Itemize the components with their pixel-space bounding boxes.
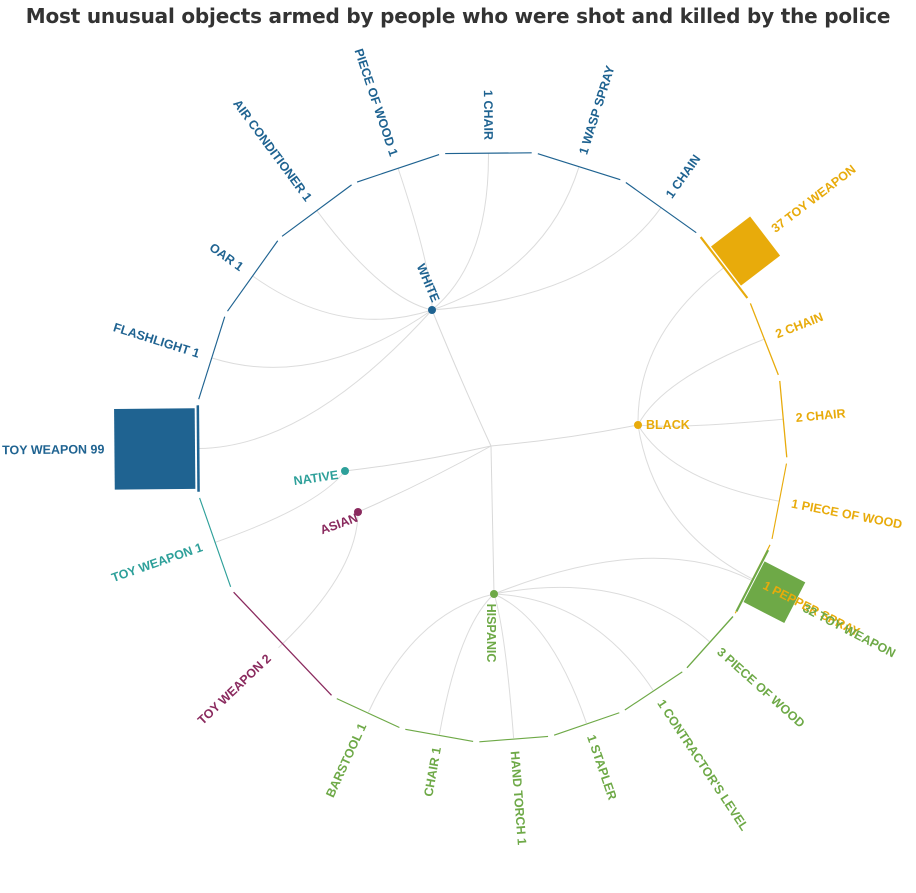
node-black-chair-link <box>637 418 783 427</box>
node-white-toy-weapon-arc <box>196 405 200 492</box>
node-black-chain-link <box>637 338 765 426</box>
node-white-toy-weapon-bar-group <box>114 408 196 490</box>
node-hispanic-stapler-label: 1 STAPLER <box>584 733 619 802</box>
node-hispanic-toy-weapon-arc <box>735 549 770 612</box>
node-white-piece-of-wood-link <box>397 167 433 311</box>
node-white-oar-link <box>252 275 433 320</box>
root-link-asian <box>357 445 492 513</box>
group-label-black: BLACK <box>646 418 690 432</box>
node-hispanic-chair-arc <box>405 728 474 743</box>
node-black-chair-arc <box>779 380 788 458</box>
node-hispanic-contractor-s-level-label: 1 CONTRACTOR'S LEVEL <box>654 697 751 833</box>
node-native-toy-weapon-label: TOY WEAPON 1 <box>110 540 205 585</box>
hub-hispanic <box>490 590 498 598</box>
node-white-air-conditioner-label: AIR CONDITIONER 1 <box>230 97 314 204</box>
node-hispanic-toy-weapon-link <box>493 557 752 595</box>
node-white-flashlight-label: FLASHLIGHT 1 <box>112 320 202 360</box>
node-black-toy-weapon-bar <box>711 216 781 286</box>
node-white-piece-of-wood-arc <box>356 154 440 183</box>
node-black-chain-arc <box>749 303 779 376</box>
node-black-chain-label: 2 CHAIN <box>773 310 825 341</box>
hub-black <box>634 421 642 429</box>
node-black-toy-weapon-label: 37 TOY WEAPON <box>769 162 859 235</box>
node-black-piece-of-wood-link <box>637 424 779 502</box>
node-white-chair-label: 1 CHAIR <box>481 90 495 140</box>
node-asian-toy-weapon-label: TOY WEAPON 2 <box>195 652 274 728</box>
group-label-hispanic: HISPANIC <box>484 604 498 663</box>
node-white-air-conditioner-link <box>316 210 433 311</box>
node-white-toy-weapon-link <box>198 309 433 450</box>
node-hispanic-chair-link <box>438 593 495 735</box>
node-hispanic-piece-of-wood-link <box>493 586 710 642</box>
node-native-toy-weapon-arc <box>199 497 232 587</box>
node-black-piece-of-wood-label: 1 PIECE OF WOOD <box>790 497 903 532</box>
node-black-toy-weapon-link <box>637 267 724 426</box>
hub-native <box>341 467 349 475</box>
node-white-oar-arc <box>227 240 279 312</box>
node-white-wasp-spray-arc <box>537 153 621 181</box>
node-hispanic-contractor-s-level-link <box>493 593 654 691</box>
node-white-chain-label: 1 CHAIN <box>663 152 703 201</box>
node-black-piece-of-wood-arc <box>771 463 788 540</box>
node-white-chair-arc <box>445 152 532 155</box>
node-black-chair-label: 2 CHAIR <box>795 406 846 425</box>
node-white-flashlight-link <box>211 309 433 368</box>
chart-title: Most unusual objects armed by people who… <box>25 4 891 28</box>
node-hispanic-toy-weapon-bar-group <box>743 561 806 624</box>
hub-white <box>428 306 436 314</box>
node-black-toy-weapon-bar-group <box>711 216 781 286</box>
root-link-black <box>490 424 639 447</box>
node-white-piece-of-wood-label: PIECE OF WOOD 1 <box>352 47 401 158</box>
node-hispanic-contractor-s-level-arc <box>624 671 683 711</box>
node-hispanic-piece-of-wood-arc <box>686 616 734 669</box>
node-white-chair-link <box>431 153 489 311</box>
node-black-toy-weapon-arc <box>699 236 749 299</box>
node-hispanic-hand-torch-arc <box>479 735 549 743</box>
node-white-chain-arc <box>625 182 697 234</box>
node-white-toy-weapon-bar <box>114 408 196 490</box>
node-hispanic-barstool-link <box>368 593 495 713</box>
node-white-toy-weapon-label: TOY WEAPON 99 <box>2 442 105 457</box>
node-white-chain-link <box>431 207 662 311</box>
node-asian-toy-weapon-arc <box>233 591 332 696</box>
root-link-white <box>431 309 492 447</box>
node-white-oar-label: OAR 1 <box>207 240 246 274</box>
node-hispanic-stapler-arc <box>553 712 620 736</box>
node-black-pepper-spray-link <box>637 424 753 580</box>
node-hispanic-toy-weapon-label: 32 TOY WEAPON <box>800 601 897 660</box>
node-hispanic-chair-label: CHAIR 1 <box>421 746 444 798</box>
group-label-native: NATIVE <box>293 468 339 488</box>
node-white-flashlight-arc <box>198 316 226 400</box>
root-link-hispanic <box>490 445 495 595</box>
node-hispanic-barstool-label: BARSTOOL 1 <box>323 721 369 800</box>
node-native-toy-weapon-link <box>214 470 346 544</box>
node-hispanic-hand-torch-label: HAND TORCH 1 <box>508 751 529 846</box>
link-layer <box>198 153 783 739</box>
node-hispanic-toy-weapon-bar <box>743 561 806 624</box>
node-hispanic-hand-torch-link <box>493 593 515 739</box>
group-label-asian: ASIAN <box>318 511 359 537</box>
arc-layer <box>196 152 788 743</box>
group-label-white: WHITE <box>414 262 443 305</box>
hub-asian <box>354 508 362 516</box>
node-hispanic-piece-of-wood-label: 3 PIECE OF WOOD <box>714 645 807 731</box>
node-white-air-conditioner-arc <box>281 184 352 237</box>
node-white-wasp-spray-label: 1 WASP SPRAY <box>576 63 617 156</box>
node-hispanic-stapler-link <box>493 593 587 724</box>
node-asian-toy-weapon-link <box>278 511 359 649</box>
root-link-native <box>344 445 492 472</box>
bar-layer <box>114 216 806 624</box>
node-white-wasp-spray-link <box>431 166 580 311</box>
node-hispanic-barstool-arc <box>336 698 400 728</box>
